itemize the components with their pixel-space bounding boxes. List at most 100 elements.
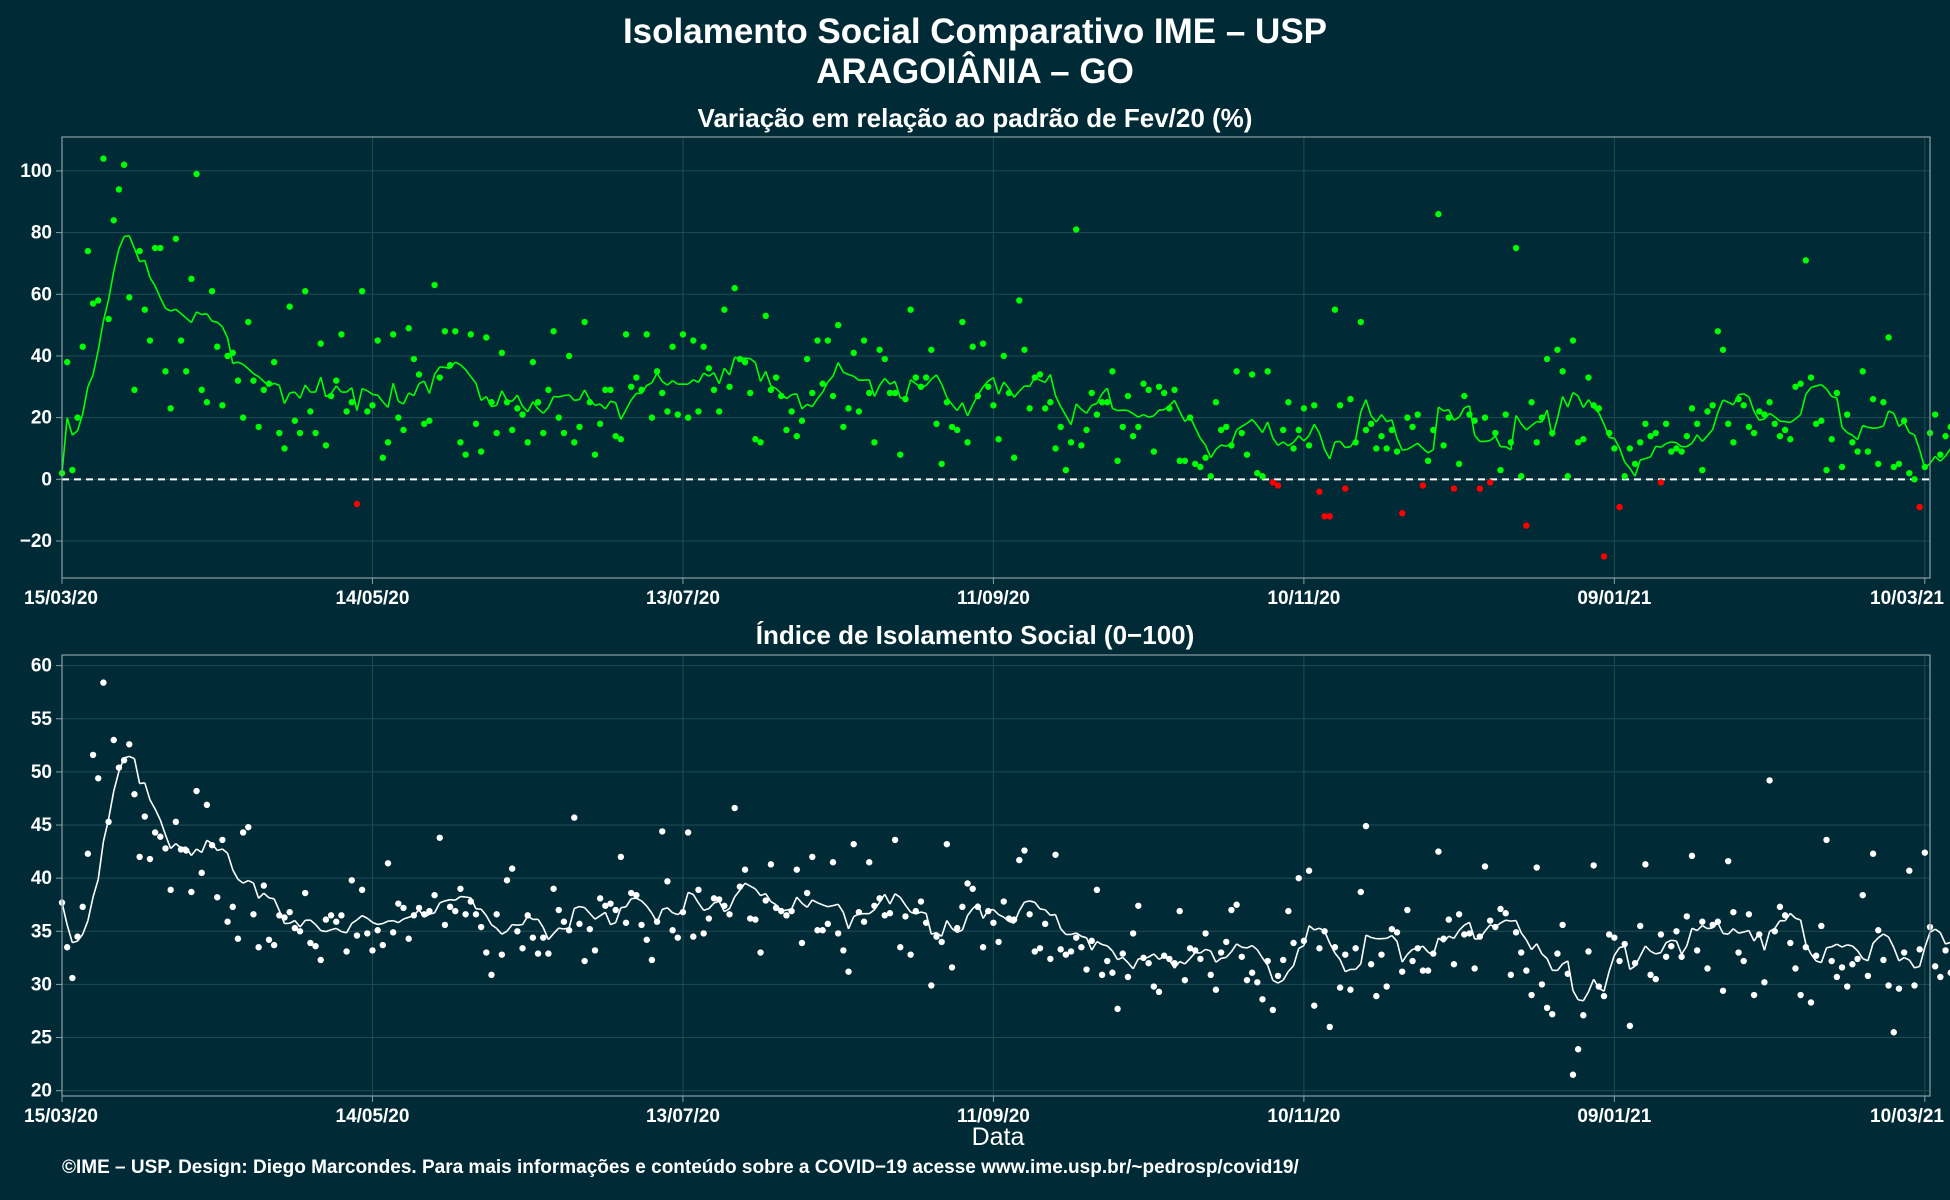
- index-line-segment: [837, 903, 845, 913]
- variation-line-segment: [1412, 442, 1419, 447]
- variation-line-segment: [475, 383, 482, 401]
- index-line-segment: [966, 908, 974, 916]
- index-point: [550, 885, 557, 892]
- index-line-segment: [1448, 935, 1455, 940]
- variation-line-segment: [1132, 413, 1139, 418]
- index-point: [203, 801, 211, 809]
- index-line-segment: [294, 920, 301, 928]
- variation-point: [1342, 485, 1349, 492]
- variation-line-segment: [1820, 383, 1828, 390]
- variation-point: [907, 306, 914, 313]
- index-line-segment: [1091, 941, 1098, 951]
- index-line-segment: [998, 913, 1005, 918]
- index-line-segment: [661, 906, 668, 911]
- variation-line-segment: [1582, 399, 1590, 408]
- variation-line-segment: [1505, 446, 1512, 451]
- variation-point: [767, 386, 775, 394]
- index-point: [1812, 952, 1820, 959]
- index-line-segment: [1008, 920, 1015, 924]
- index-line-segment: [128, 755, 135, 760]
- index-line-segment: [1872, 937, 1879, 944]
- index-line-segment: [1629, 965, 1636, 971]
- index-line-segment: [1577, 998, 1584, 1002]
- variation-line-segment: [1380, 414, 1388, 423]
- variation-point: [193, 170, 200, 178]
- variation-line-segment: [1085, 404, 1093, 414]
- variation-point: [488, 399, 495, 406]
- variation-point: [1745, 423, 1753, 431]
- index-line-segment: [1924, 932, 1931, 948]
- index-point: [928, 982, 935, 989]
- index-point: [1719, 987, 1727, 994]
- variation-point: [1574, 439, 1582, 446]
- index-point: [622, 919, 630, 926]
- variation-point: [529, 358, 537, 366]
- variation-line-segment: [289, 391, 295, 394]
- index-point: [1176, 907, 1183, 915]
- index-point: [281, 914, 288, 921]
- variation-point: [1543, 355, 1551, 363]
- index-point: [1781, 912, 1789, 919]
- variation-line-segment: [1572, 391, 1579, 397]
- variation-point: [167, 405, 174, 412]
- index-point: [172, 818, 180, 826]
- variation-point: [1673, 445, 1680, 452]
- index-point: [1911, 982, 1918, 989]
- index-line-segment: [1085, 937, 1093, 951]
- index-line-segment: [1251, 944, 1258, 951]
- variation-point: [607, 386, 614, 394]
- variation-line-segment: [1106, 387, 1114, 409]
- variation-point: [379, 454, 387, 461]
- index-point: [431, 891, 438, 899]
- variation-point: [1750, 429, 1758, 437]
- variation-line-segment: [843, 371, 849, 376]
- index-point: [1787, 939, 1794, 947]
- variation-point: [1057, 423, 1064, 431]
- variation-point: [395, 414, 402, 421]
- index-point: [1083, 966, 1090, 973]
- index-line-segment: [728, 896, 736, 909]
- index-point: [1512, 929, 1520, 936]
- variation-point: [1730, 439, 1737, 446]
- index-line-segment: [573, 905, 580, 910]
- index-point: [1119, 950, 1126, 957]
- variation-point: [1388, 426, 1396, 434]
- index-point: [736, 883, 744, 890]
- index-point: [1398, 968, 1406, 975]
- variation-point: [265, 380, 273, 387]
- variation-point: [1279, 426, 1287, 434]
- index-line-segment: [144, 782, 151, 801]
- index-line-segment: [646, 905, 653, 914]
- index-y-tick-label: 30: [31, 974, 52, 995]
- index-point: [1605, 931, 1613, 938]
- variation-line-segment: [397, 400, 404, 405]
- index-point: [379, 941, 387, 949]
- index-point: [1238, 953, 1245, 960]
- variation-point: [1890, 463, 1897, 471]
- index-line-segment: [1199, 948, 1207, 954]
- index-point: [1486, 917, 1494, 924]
- index-point: [545, 950, 552, 957]
- variation-line-segment: [791, 393, 797, 396]
- variation-point: [591, 451, 599, 458]
- variation-point: [63, 358, 71, 366]
- variation-line-segment: [66, 417, 74, 436]
- index-point: [1492, 923, 1499, 931]
- index-point: [1135, 902, 1142, 909]
- variation-point: [126, 294, 133, 301]
- index-point: [1585, 948, 1592, 955]
- index-point: [395, 900, 402, 907]
- index-point: [1031, 948, 1039, 955]
- index-point: [1016, 856, 1023, 864]
- variation-line-segment: [687, 379, 694, 385]
- index-point: [79, 903, 86, 911]
- variation-point: [1233, 368, 1240, 375]
- variation-line-segment: [1567, 392, 1574, 408]
- variation-point: [819, 380, 826, 387]
- index-line-segment: [672, 912, 679, 916]
- index-line-segment: [1639, 945, 1647, 957]
- index-point: [690, 933, 697, 940]
- index-point: [1869, 850, 1877, 857]
- variation-point: [1295, 426, 1302, 434]
- variation-point: [1254, 469, 1261, 477]
